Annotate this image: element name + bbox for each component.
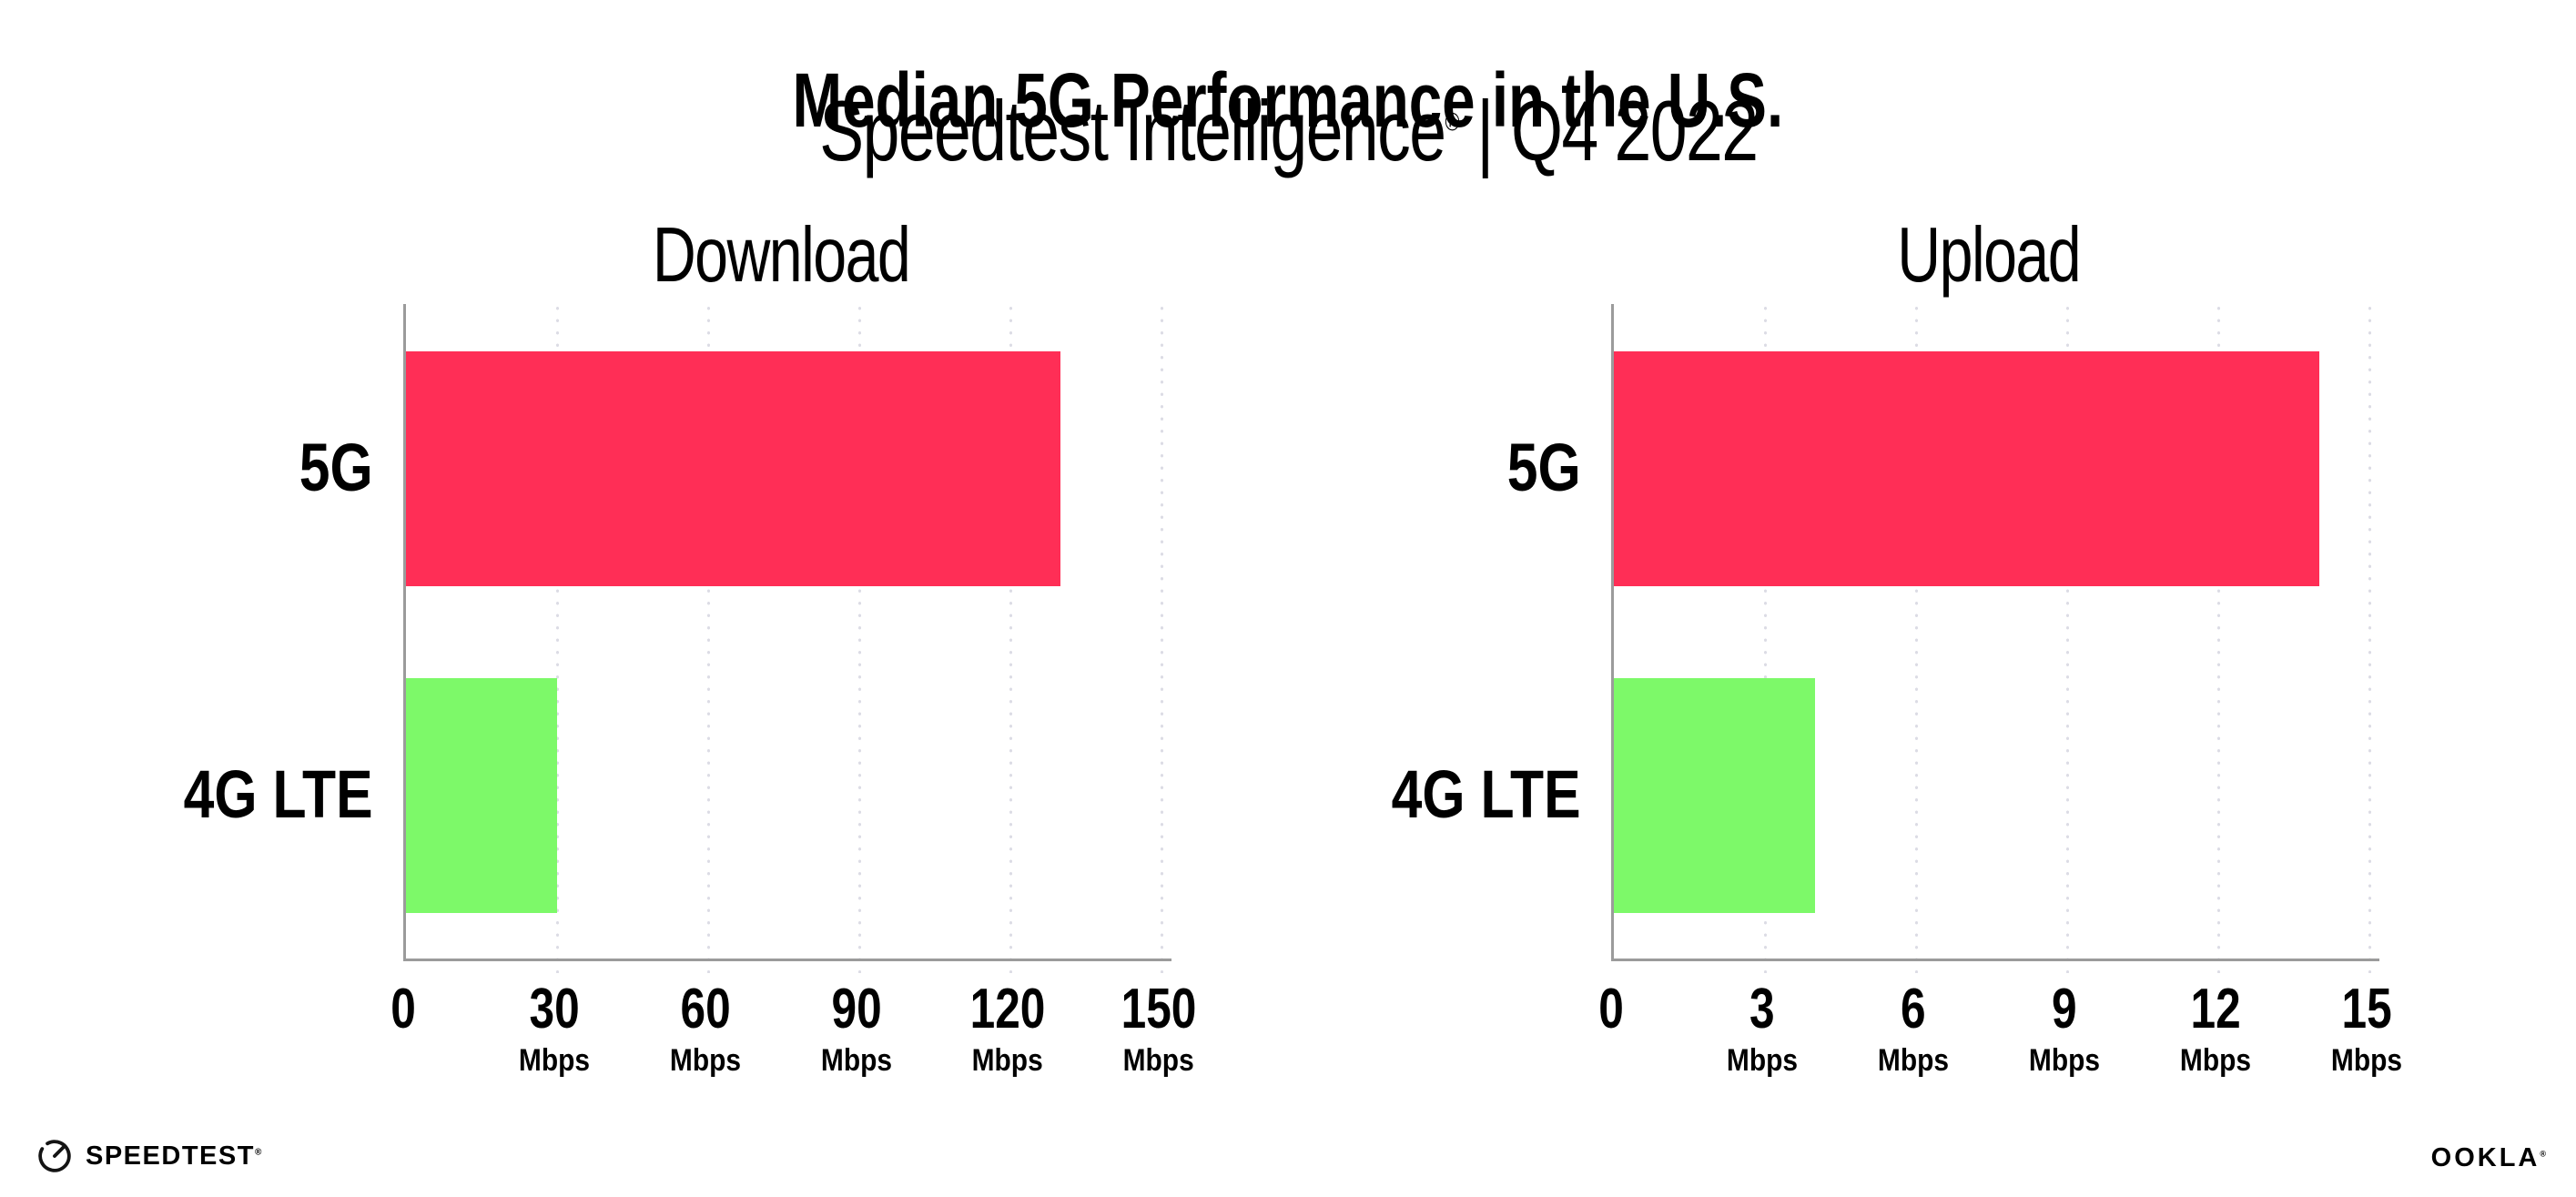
x-tick-label: 0 (390, 978, 416, 1040)
bar-5g (406, 350, 1061, 586)
chart-title-text: Upload (1897, 212, 2082, 299)
x-tick-label: 60 Mbps (669, 978, 742, 1078)
speedtest-wordmark-text: SPEEDTEST (86, 1141, 255, 1171)
gridline (1914, 302, 1918, 973)
ookla-registered-mark: ® (2540, 1149, 2546, 1159)
category-label: 5G (1507, 429, 1581, 505)
gridline (1009, 302, 1012, 973)
gridline (1763, 302, 1767, 973)
x-tick-label: 120 Mbps (969, 978, 1046, 1078)
x-axis-tick-labels: 0 30 Mbps 60 Mbps 90 Mbps 120 Mbps 150 Mbps (390, 978, 1196, 1109)
x-axis-line (1611, 959, 2379, 961)
gridline (2065, 302, 2069, 973)
gridline (2216, 302, 2220, 973)
x-axis-line (403, 959, 1171, 961)
page-title: Median 5G Performance in the U.S. (0, 56, 2576, 145)
gridline (555, 302, 559, 973)
page-subtitle-text: Speedtest Intelligence® | Q4 2022 (818, 83, 1759, 178)
subtitle-brand: Speedtest Intelligence (818, 83, 1446, 178)
x-tick-label: 9 Mbps (2028, 978, 2101, 1078)
speedtest-wordmark: SPEEDTEST® (86, 1141, 263, 1171)
bar-4g-lte (1614, 678, 1816, 914)
x-tick-label: 0 (1598, 978, 1624, 1040)
x-tick-label: 15 Mbps (2330, 978, 2403, 1078)
x-tick-label: 3 Mbps (1726, 978, 1799, 1078)
gridline (857, 302, 861, 973)
ookla-wordmark-text: OOKLA (2430, 1143, 2541, 1172)
x-tick-label: 6 Mbps (1877, 978, 1950, 1078)
x-tick-label: 150 Mbps (1121, 978, 1197, 1078)
x-tick-label: 12 Mbps (2179, 978, 2252, 1078)
speedtest-registered-mark: ® (254, 1146, 263, 1157)
plot-area (403, 302, 1171, 973)
plot-area (1611, 302, 2379, 973)
speedtest-gauge-icon (38, 1140, 71, 1172)
page-title-text: Median 5G Performance in the U.S. (792, 57, 1784, 144)
bar-4g-lte (406, 678, 557, 914)
category-label: 4G LTE (1392, 756, 1581, 833)
subtitle-period: Q4 2022 (1510, 83, 1759, 178)
gridline (706, 302, 710, 973)
x-tick-label: 30 Mbps (518, 978, 591, 1078)
category-axis-labels: 5G 4G LTE (1238, 304, 1581, 959)
gridline (1160, 302, 1163, 973)
category-label: 5G (299, 429, 373, 505)
speedtest-logo: SPEEDTEST® (36, 1138, 263, 1174)
page-subtitle: Speedtest Intelligence® | Q4 2022 (0, 84, 2576, 178)
gridline (2368, 302, 2371, 973)
chart-title: Download (403, 217, 1159, 294)
ookla-logo: OOKLA® (2431, 1145, 2546, 1172)
bar-5g (1614, 350, 2319, 586)
registered-mark: ® (1445, 107, 1459, 137)
chart-title: Upload (1611, 217, 2367, 294)
category-label: 4G LTE (184, 756, 373, 833)
x-tick-label: 90 Mbps (820, 978, 893, 1078)
subtitle-separator: | (1476, 83, 1494, 178)
x-axis-tick-labels: 0 3 Mbps 6 Mbps 9 Mbps 12 Mbps 15 Mbps (1598, 978, 2402, 1109)
chart-title-text: Download (652, 212, 911, 299)
category-axis-labels: 5G 4G LTE (30, 304, 373, 959)
